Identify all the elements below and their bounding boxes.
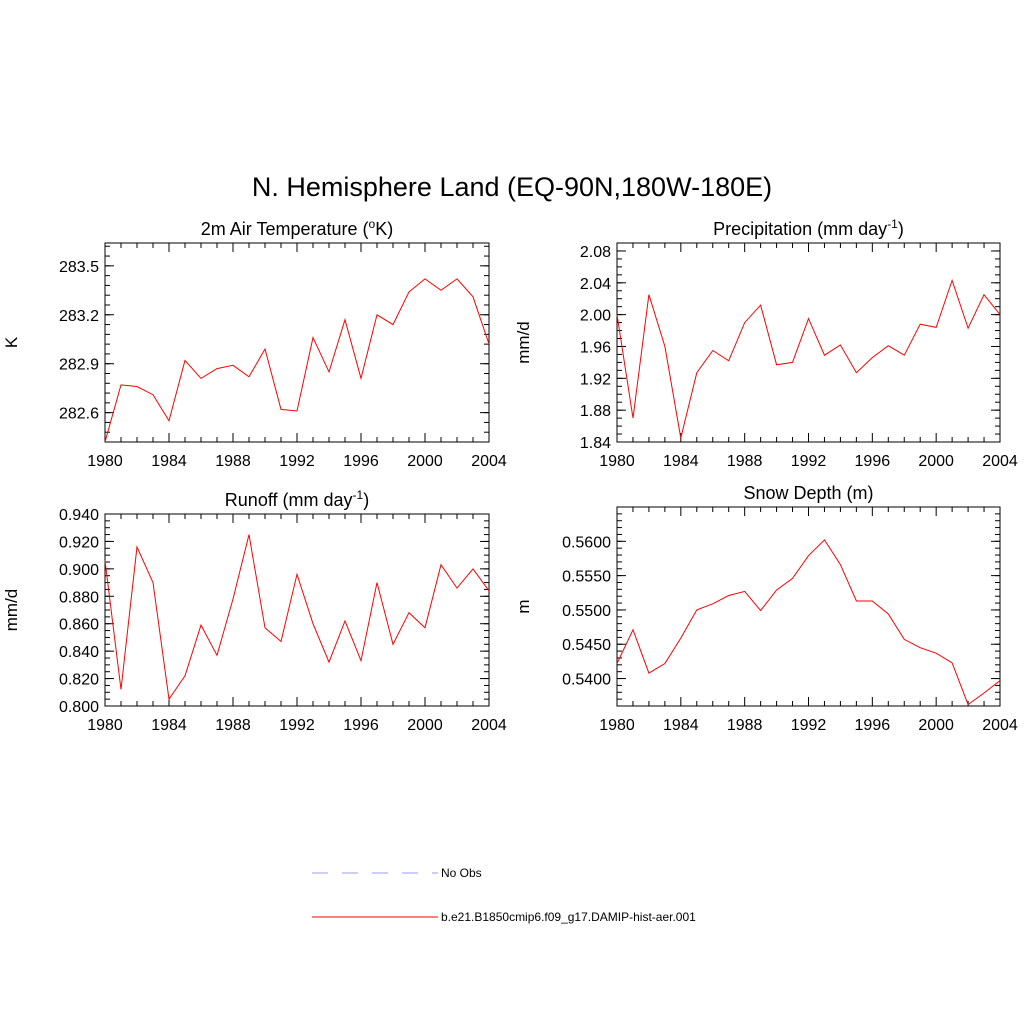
- y-axis-label: K: [2, 336, 21, 348]
- x-tick-label: 2004: [982, 717, 1018, 734]
- panel-title-superscript: -1: [887, 217, 898, 231]
- panel-title-superscript: o: [369, 217, 376, 231]
- panel-title-text-end: K): [375, 219, 393, 239]
- x-tick-label: 1992: [791, 717, 827, 734]
- x-tick-label: 1980: [599, 717, 635, 734]
- series-line: [104, 534, 490, 701]
- panel-runoff: Runoff (mm day-1) mm/d 1980 1984 1988 1992 199…: [2, 488, 507, 734]
- x-tick-label: 1988: [215, 717, 251, 734]
- x-tick-label: 1980: [87, 453, 123, 470]
- x-tick-label: 1984: [151, 717, 187, 734]
- x-tick-label: 2004: [471, 453, 507, 470]
- x-tick-label: 1980: [87, 717, 123, 734]
- legend: No Obs b.e21.B1850cmip6.f09_g17.DAMIP-hi…: [312, 866, 696, 924]
- panel-title-text: Runoff (mm day: [225, 490, 353, 510]
- x-tick-label: 1988: [727, 717, 763, 734]
- x-tick-label: 1996: [855, 453, 891, 470]
- y-tick-label: 0.940: [59, 507, 99, 524]
- y-axis-label: mm/d: [2, 589, 21, 632]
- x-tick-label: 2000: [407, 717, 443, 734]
- y-tick-label: 0.5400: [562, 672, 611, 689]
- y-tick-label: 282.9: [59, 357, 99, 374]
- panel-title-text: Snow Depth (m): [743, 483, 873, 503]
- y-tick-label: 0.5600: [562, 534, 611, 551]
- y-tick-label: 0.860: [59, 617, 99, 634]
- panel-title: Precipitation (mm day-1): [713, 217, 904, 239]
- y-tick-label: 0.5500: [562, 603, 611, 620]
- x-tick-label: 1984: [663, 453, 699, 470]
- x-tick-label: 2000: [918, 453, 954, 470]
- y-tick-label: 2.08: [580, 244, 611, 261]
- y-tick-label: 1.84: [580, 435, 611, 452]
- legend-label-no-obs: No Obs: [441, 866, 482, 880]
- figure-title: N. Hemisphere Land (EQ-90N,180W-180E): [252, 172, 772, 202]
- y-tick-label: 0.880: [59, 589, 99, 606]
- y-tick-label: 2.00: [580, 308, 611, 325]
- y-axis-label: mm/d: [514, 321, 533, 364]
- plot-frame: [104, 242, 490, 443]
- plot-frame: [616, 506, 1001, 707]
- panel-title: Runoff (mm day-1): [225, 488, 369, 510]
- y-tick-label: 0.840: [59, 644, 99, 661]
- panel-snow-depth: Snow Depth (m) m 1980 1984 1988 1992 1996 2000 2…: [514, 483, 1018, 734]
- x-tick-label: 2004: [471, 717, 507, 734]
- y-tick-label: 0.900: [59, 562, 99, 579]
- plot-frame: [104, 513, 490, 707]
- x-tick-label: 1996: [855, 717, 891, 734]
- y-tick-label: 282.6: [59, 406, 99, 423]
- legend-label-model: b.e21.B1850cmip6.f09_g17.DAMIP-hist-aer.…: [441, 910, 696, 924]
- x-tick-label: 2004: [982, 453, 1018, 470]
- x-tick-label: 1992: [279, 453, 315, 470]
- x-tick-label: 1984: [663, 717, 699, 734]
- y-tick-label: 283.2: [59, 308, 99, 325]
- panel-precipitation: Precipitation (mm day-1) mm/d 1980 1984 1988…: [514, 217, 1018, 470]
- y-tick-label: 0.920: [59, 534, 99, 551]
- panel-title-superscript: -1: [353, 488, 364, 502]
- panel-title: 2m Air Temperature (oK): [201, 217, 393, 239]
- x-tick-label: 1996: [343, 453, 379, 470]
- y-tick-label: 1.88: [580, 403, 611, 420]
- y-tick-label: 1.96: [580, 339, 611, 356]
- x-tick-label: 2000: [918, 717, 954, 734]
- y-tick-label: 283.5: [59, 259, 99, 276]
- panel-air-temperature: 2m Air Temperature (oK) K 1980 1984 1988 1992…: [2, 217, 507, 470]
- x-tick-label: 2000: [407, 453, 443, 470]
- y-tick-label: 0.5550: [562, 569, 611, 586]
- panel-title-text: 2m Air Temperature (: [201, 219, 369, 239]
- x-tick-label: 1984: [151, 453, 187, 470]
- x-tick-label: 1988: [215, 453, 251, 470]
- series-line: [616, 278, 1001, 439]
- y-tick-label: 0.5450: [562, 637, 611, 654]
- y-tick-label: 0.800: [59, 699, 99, 716]
- x-tick-label: 1992: [791, 453, 827, 470]
- x-tick-label: 1980: [599, 453, 635, 470]
- panel-title-text: Precipitation (mm day: [713, 219, 887, 239]
- y-tick-label: 2.04: [580, 276, 611, 293]
- y-tick-label: 0.820: [59, 672, 99, 689]
- series-line: [616, 539, 1001, 706]
- x-tick-label: 1992: [279, 717, 315, 734]
- x-tick-label: 1988: [727, 453, 763, 470]
- panel-title: Snow Depth (m): [743, 483, 873, 503]
- panel-title-text-end: ): [363, 490, 369, 510]
- series-line: [104, 278, 490, 443]
- plot-frame: [616, 242, 1001, 443]
- x-tick-label: 1996: [343, 717, 379, 734]
- panel-title-text-end: ): [898, 219, 904, 239]
- y-axis-label: m: [514, 599, 533, 613]
- y-tick-label: 1.92: [580, 371, 611, 388]
